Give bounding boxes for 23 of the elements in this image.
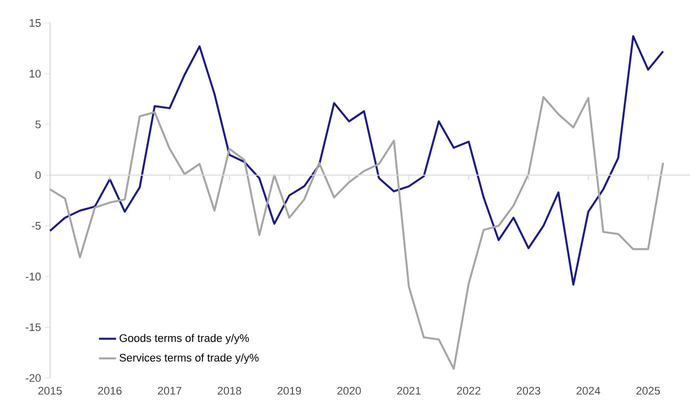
x-tick-label: 2018 (218, 386, 242, 395)
y-tick-label: 10 (30, 70, 41, 78)
y-tick-label: 5 (35, 120, 41, 128)
x-tick-label: 2016 (98, 386, 122, 395)
y-tick-label: 15 (30, 19, 41, 27)
x-tick-label: 2020 (337, 386, 361, 395)
x-tick-label: 2019 (278, 386, 301, 395)
x-tick-label: 2021 (397, 386, 421, 395)
y-tick-label: -15 (26, 323, 41, 332)
line-series (49, 96, 664, 370)
y-tick-label: -5 (32, 222, 41, 230)
x-tick-label: 2022 (457, 386, 480, 395)
legend-label: Goods terms of trade y/y% (120, 334, 249, 344)
x-tick-label: 2015 (38, 386, 62, 395)
line-series (49, 35, 664, 286)
y-tick-label: -20 (26, 374, 41, 382)
y-tick-label: 0 (35, 171, 41, 180)
x-tick-label: 2025 (636, 386, 660, 395)
y-tick-label: -10 (26, 272, 41, 280)
legend-label: Services terms of trade y/y% (120, 354, 259, 364)
x-tick-label: 2024 (576, 386, 600, 395)
x-tick-label: 2023 (516, 386, 540, 395)
x-tick-label: 2017 (158, 386, 182, 395)
